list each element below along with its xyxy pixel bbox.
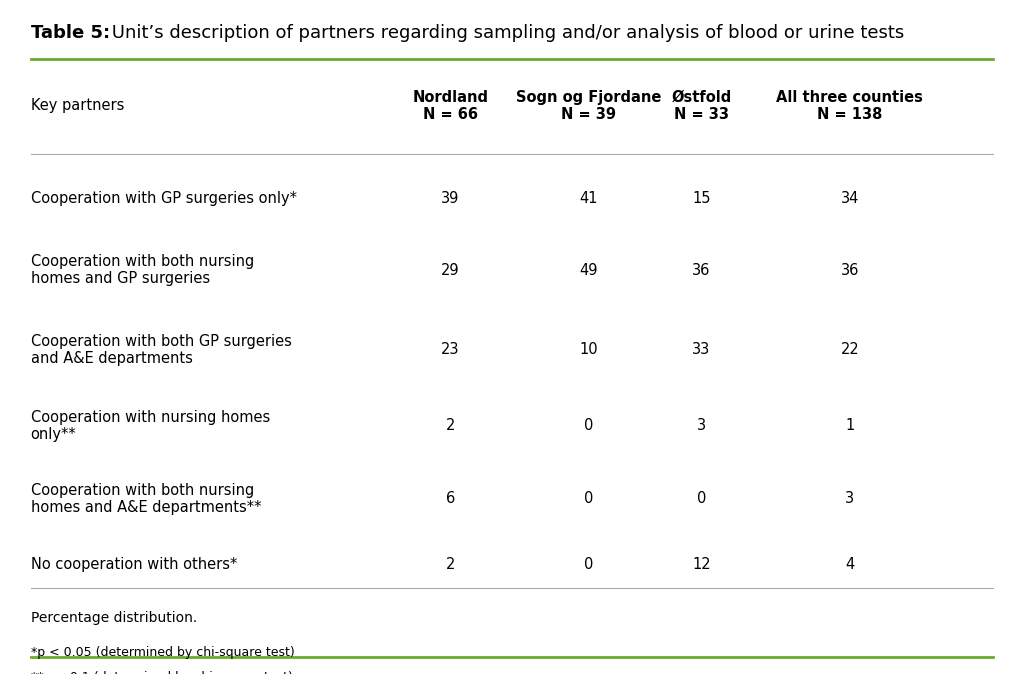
Text: 0: 0: [584, 557, 594, 572]
Text: 2: 2: [445, 557, 456, 572]
Text: Østfold
N = 33: Østfold N = 33: [672, 90, 731, 122]
Text: 0: 0: [584, 491, 594, 506]
Text: 10: 10: [580, 342, 598, 357]
Text: *p < 0.05 (determined by chi-square test): *p < 0.05 (determined by chi-square test…: [31, 646, 295, 659]
Text: **p < 0.1 (determined by chi-square test): **p < 0.1 (determined by chi-square test…: [31, 671, 293, 674]
Text: 29: 29: [441, 263, 460, 278]
Text: 41: 41: [580, 191, 598, 206]
Text: Percentage distribution.: Percentage distribution.: [31, 611, 197, 625]
Text: 2: 2: [445, 419, 456, 433]
Text: Table 5:: Table 5:: [31, 24, 110, 42]
Text: Cooperation with nursing homes
only**: Cooperation with nursing homes only**: [31, 410, 270, 442]
Text: 49: 49: [580, 263, 598, 278]
Text: 23: 23: [441, 342, 460, 357]
Text: Cooperation with both nursing
homes and GP surgeries: Cooperation with both nursing homes and …: [31, 254, 254, 286]
Text: Key partners: Key partners: [31, 98, 124, 113]
Text: 3: 3: [697, 419, 706, 433]
Text: All three counties
N = 138: All three counties N = 138: [776, 90, 924, 122]
Text: 33: 33: [692, 342, 711, 357]
Text: No cooperation with others*: No cooperation with others*: [31, 557, 238, 572]
Text: 0: 0: [696, 491, 707, 506]
Text: Unit’s description of partners regarding sampling and/or analysis of blood or ur: Unit’s description of partners regarding…: [106, 24, 905, 42]
Text: Cooperation with both nursing
homes and A&E departments**: Cooperation with both nursing homes and …: [31, 483, 261, 515]
Text: 36: 36: [841, 263, 859, 278]
Text: 34: 34: [841, 191, 859, 206]
Text: Sogn og Fjordane
N = 39: Sogn og Fjordane N = 39: [516, 90, 662, 122]
Text: Cooperation with both GP surgeries
and A&E departments: Cooperation with both GP surgeries and A…: [31, 334, 292, 366]
Text: 0: 0: [584, 419, 594, 433]
Text: 12: 12: [692, 557, 711, 572]
Text: Nordland
N = 66: Nordland N = 66: [413, 90, 488, 122]
Text: 6: 6: [445, 491, 456, 506]
Text: 4: 4: [845, 557, 855, 572]
Text: 3: 3: [846, 491, 854, 506]
Text: 22: 22: [841, 342, 859, 357]
Text: 1: 1: [845, 419, 855, 433]
Text: 36: 36: [692, 263, 711, 278]
Text: Cooperation with GP surgeries only*: Cooperation with GP surgeries only*: [31, 191, 297, 206]
Text: 39: 39: [441, 191, 460, 206]
Text: 15: 15: [692, 191, 711, 206]
